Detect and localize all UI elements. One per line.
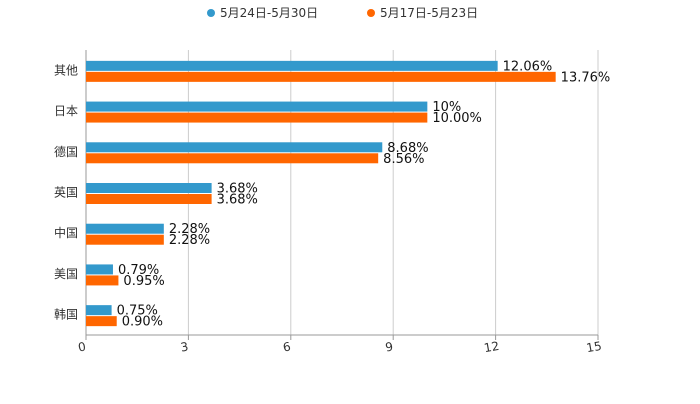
data-label: 2.28% [169,233,210,248]
legend: 5月24日-5月30日 5月17日-5月23日 [207,6,478,20]
category-label: 中国 [54,225,78,240]
legend-label: 5月17日-5月23日 [380,6,478,20]
data-label: 3.68% [217,193,258,208]
data-label: 10% [432,100,461,115]
bar-series1 [86,305,112,316]
data-label: 0.95% [123,274,164,289]
x-tick-label: 9 [384,339,394,354]
bar-series2 [86,194,212,204]
bars [86,60,556,327]
gridlines [187,50,599,335]
bar-series2 [86,316,117,327]
category-label: 德国 [54,144,78,159]
bar-series2 [86,112,428,123]
data-label: 8.68% [387,141,428,156]
bar-series2 [86,153,379,164]
bar-series1 [86,101,428,112]
bar-series2 [86,275,119,286]
x-tick-label: 0 [77,339,87,354]
bar-series1 [86,183,212,193]
category-label: 日本 [54,104,78,118]
data-label: 0.79% [118,263,159,278]
category-label: 英国 [54,186,78,200]
data-label: 2.28% [169,222,210,237]
category-label: 美国 [54,267,78,281]
legend-marker [207,9,215,17]
x-tick-label: 6 [282,339,292,354]
data-label: 0.90% [122,315,163,330]
bar-series2 [86,71,556,82]
data-label: 13.76% [561,70,611,85]
data-label: 3.68% [217,182,258,197]
category-label: 韩国 [54,307,78,322]
category-label: 其他 [54,63,78,77]
data-label: 10.00% [432,111,482,126]
x-tick-label: 3 [179,339,189,354]
bar-series1 [86,223,164,234]
bar-series1 [86,60,498,71]
x-tick-label: 12 [483,339,500,355]
legend-marker [367,9,375,17]
legend-label: 5月24日-5月30日 [220,6,318,20]
bar-series1 [86,264,113,275]
data-label: 0.75% [117,304,158,319]
data-label: 8.56% [383,152,424,167]
bar-series1 [86,142,383,153]
bar-series2 [86,234,164,245]
data-label: 12.06% [503,59,553,74]
data-labels: 12.06% 13.76% 10%10.00% 8.68%8.56% 3.68%3.68… [117,59,611,329]
x-tick-label: 15 [585,339,602,355]
